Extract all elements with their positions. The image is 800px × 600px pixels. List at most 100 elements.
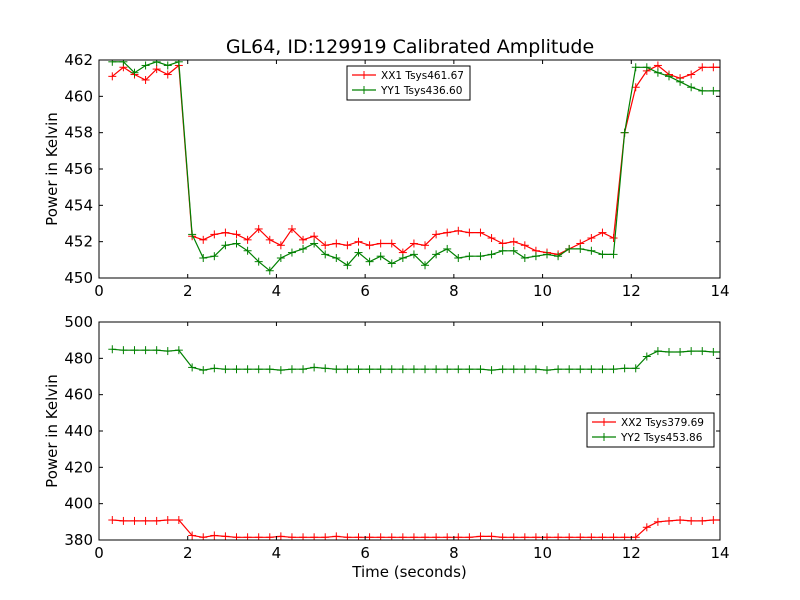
data-point [276, 254, 285, 263]
data-point [163, 70, 172, 79]
legend-label: YY1 Tsys436.60 [380, 85, 462, 97]
legend-label: YY2 Tsys453.86 [620, 432, 703, 444]
data-point [409, 239, 418, 248]
data-point [409, 365, 418, 374]
data-point [664, 347, 673, 356]
chart-bottom: 0 2 4 6 8 10 12 14 380 400 420 440 460 480 500 Power in… [43, 313, 730, 581]
data-point [174, 60, 183, 66]
data-point [152, 60, 161, 66]
data-point [299, 244, 308, 253]
data-point [130, 516, 139, 525]
legend-item: XX1 Tsys461.67 [352, 70, 464, 82]
data-point [254, 257, 263, 266]
data-point [199, 366, 208, 375]
x-tick-label: 8 [449, 544, 459, 562]
x-tick-label: 2 [183, 282, 193, 300]
data-point [232, 230, 241, 239]
data-point [642, 523, 651, 532]
x-tick-label: 10 [533, 544, 552, 562]
x-tick-label: 12 [622, 282, 641, 300]
data-point [152, 346, 161, 355]
data-point [716, 516, 720, 525]
legend-item: YY2 Tsys453.86 [592, 432, 703, 444]
data-point [119, 516, 128, 525]
data-point [332, 365, 341, 374]
data-point [210, 230, 219, 239]
data-point [454, 254, 463, 263]
data-point [432, 230, 441, 239]
data-point [188, 363, 197, 372]
data-point [543, 366, 552, 375]
x-tick-label: 8 [449, 282, 459, 300]
data-point [487, 234, 496, 243]
data-point [321, 364, 330, 373]
data-point [199, 235, 208, 244]
y-tick-label: 454 [64, 196, 93, 214]
data-point [598, 250, 607, 259]
series-2 [108, 345, 720, 375]
y-tick-label: 480 [64, 349, 93, 367]
data-point [620, 128, 629, 137]
data-point [210, 252, 219, 261]
data-point [687, 83, 696, 92]
x-axis-label: Time (seconds) [351, 563, 467, 581]
data-point [287, 365, 296, 374]
data-point [343, 261, 352, 270]
data-point [221, 532, 230, 540]
data-point [520, 241, 529, 250]
data-point [210, 364, 219, 373]
data-point [163, 516, 172, 525]
y-tick-label: 450 [64, 269, 93, 287]
data-point [321, 250, 330, 259]
legend-box [586, 412, 715, 448]
data-point [365, 241, 374, 250]
data-point [498, 246, 507, 255]
data-point [509, 246, 518, 255]
data-point [543, 250, 552, 259]
data-point [174, 346, 183, 355]
data-point [498, 365, 507, 374]
data-point [387, 239, 396, 248]
data-point [631, 364, 640, 373]
legend: XX2 Tsys379.69 YY2 Tsys453.86 [586, 412, 715, 448]
data-point [376, 365, 385, 374]
data-point [108, 60, 117, 66]
data-point [243, 365, 252, 374]
data-point [287, 248, 296, 257]
data-point [365, 257, 374, 266]
data-point [698, 516, 707, 525]
data-point [152, 516, 161, 525]
data-point [210, 531, 219, 540]
data-point [465, 365, 474, 374]
y-tick-label: 460 [64, 87, 93, 105]
data-point [265, 365, 274, 374]
data-point [620, 364, 629, 373]
data-point [387, 259, 396, 268]
y-tick-label: 420 [64, 458, 93, 476]
x-tick-label: 4 [272, 544, 282, 562]
data-point [221, 228, 230, 237]
legend-label: XX2 Tsys379.69 [621, 417, 704, 429]
legend-item: YY1 Tsys436.60 [352, 85, 462, 97]
x-tick-label: 0 [94, 282, 104, 300]
data-point [243, 235, 252, 244]
data-point [609, 250, 618, 259]
x-tick-label: 6 [360, 544, 370, 562]
data-point [631, 63, 640, 72]
data-point [587, 246, 596, 255]
y-tick-label: 452 [64, 233, 93, 251]
data-point [554, 365, 563, 374]
data-point [343, 241, 352, 250]
data-point [141, 346, 150, 355]
data-point [310, 363, 319, 372]
data-point [232, 365, 241, 374]
data-point [276, 241, 285, 250]
data-point [421, 241, 430, 250]
legend-box [346, 65, 471, 101]
data-point [421, 261, 430, 270]
x-tick-label: 10 [533, 282, 552, 300]
y-tick-label: 458 [64, 124, 93, 142]
data-point [487, 532, 496, 540]
y-tick-label: 380 [64, 531, 93, 549]
data-point [221, 241, 230, 250]
